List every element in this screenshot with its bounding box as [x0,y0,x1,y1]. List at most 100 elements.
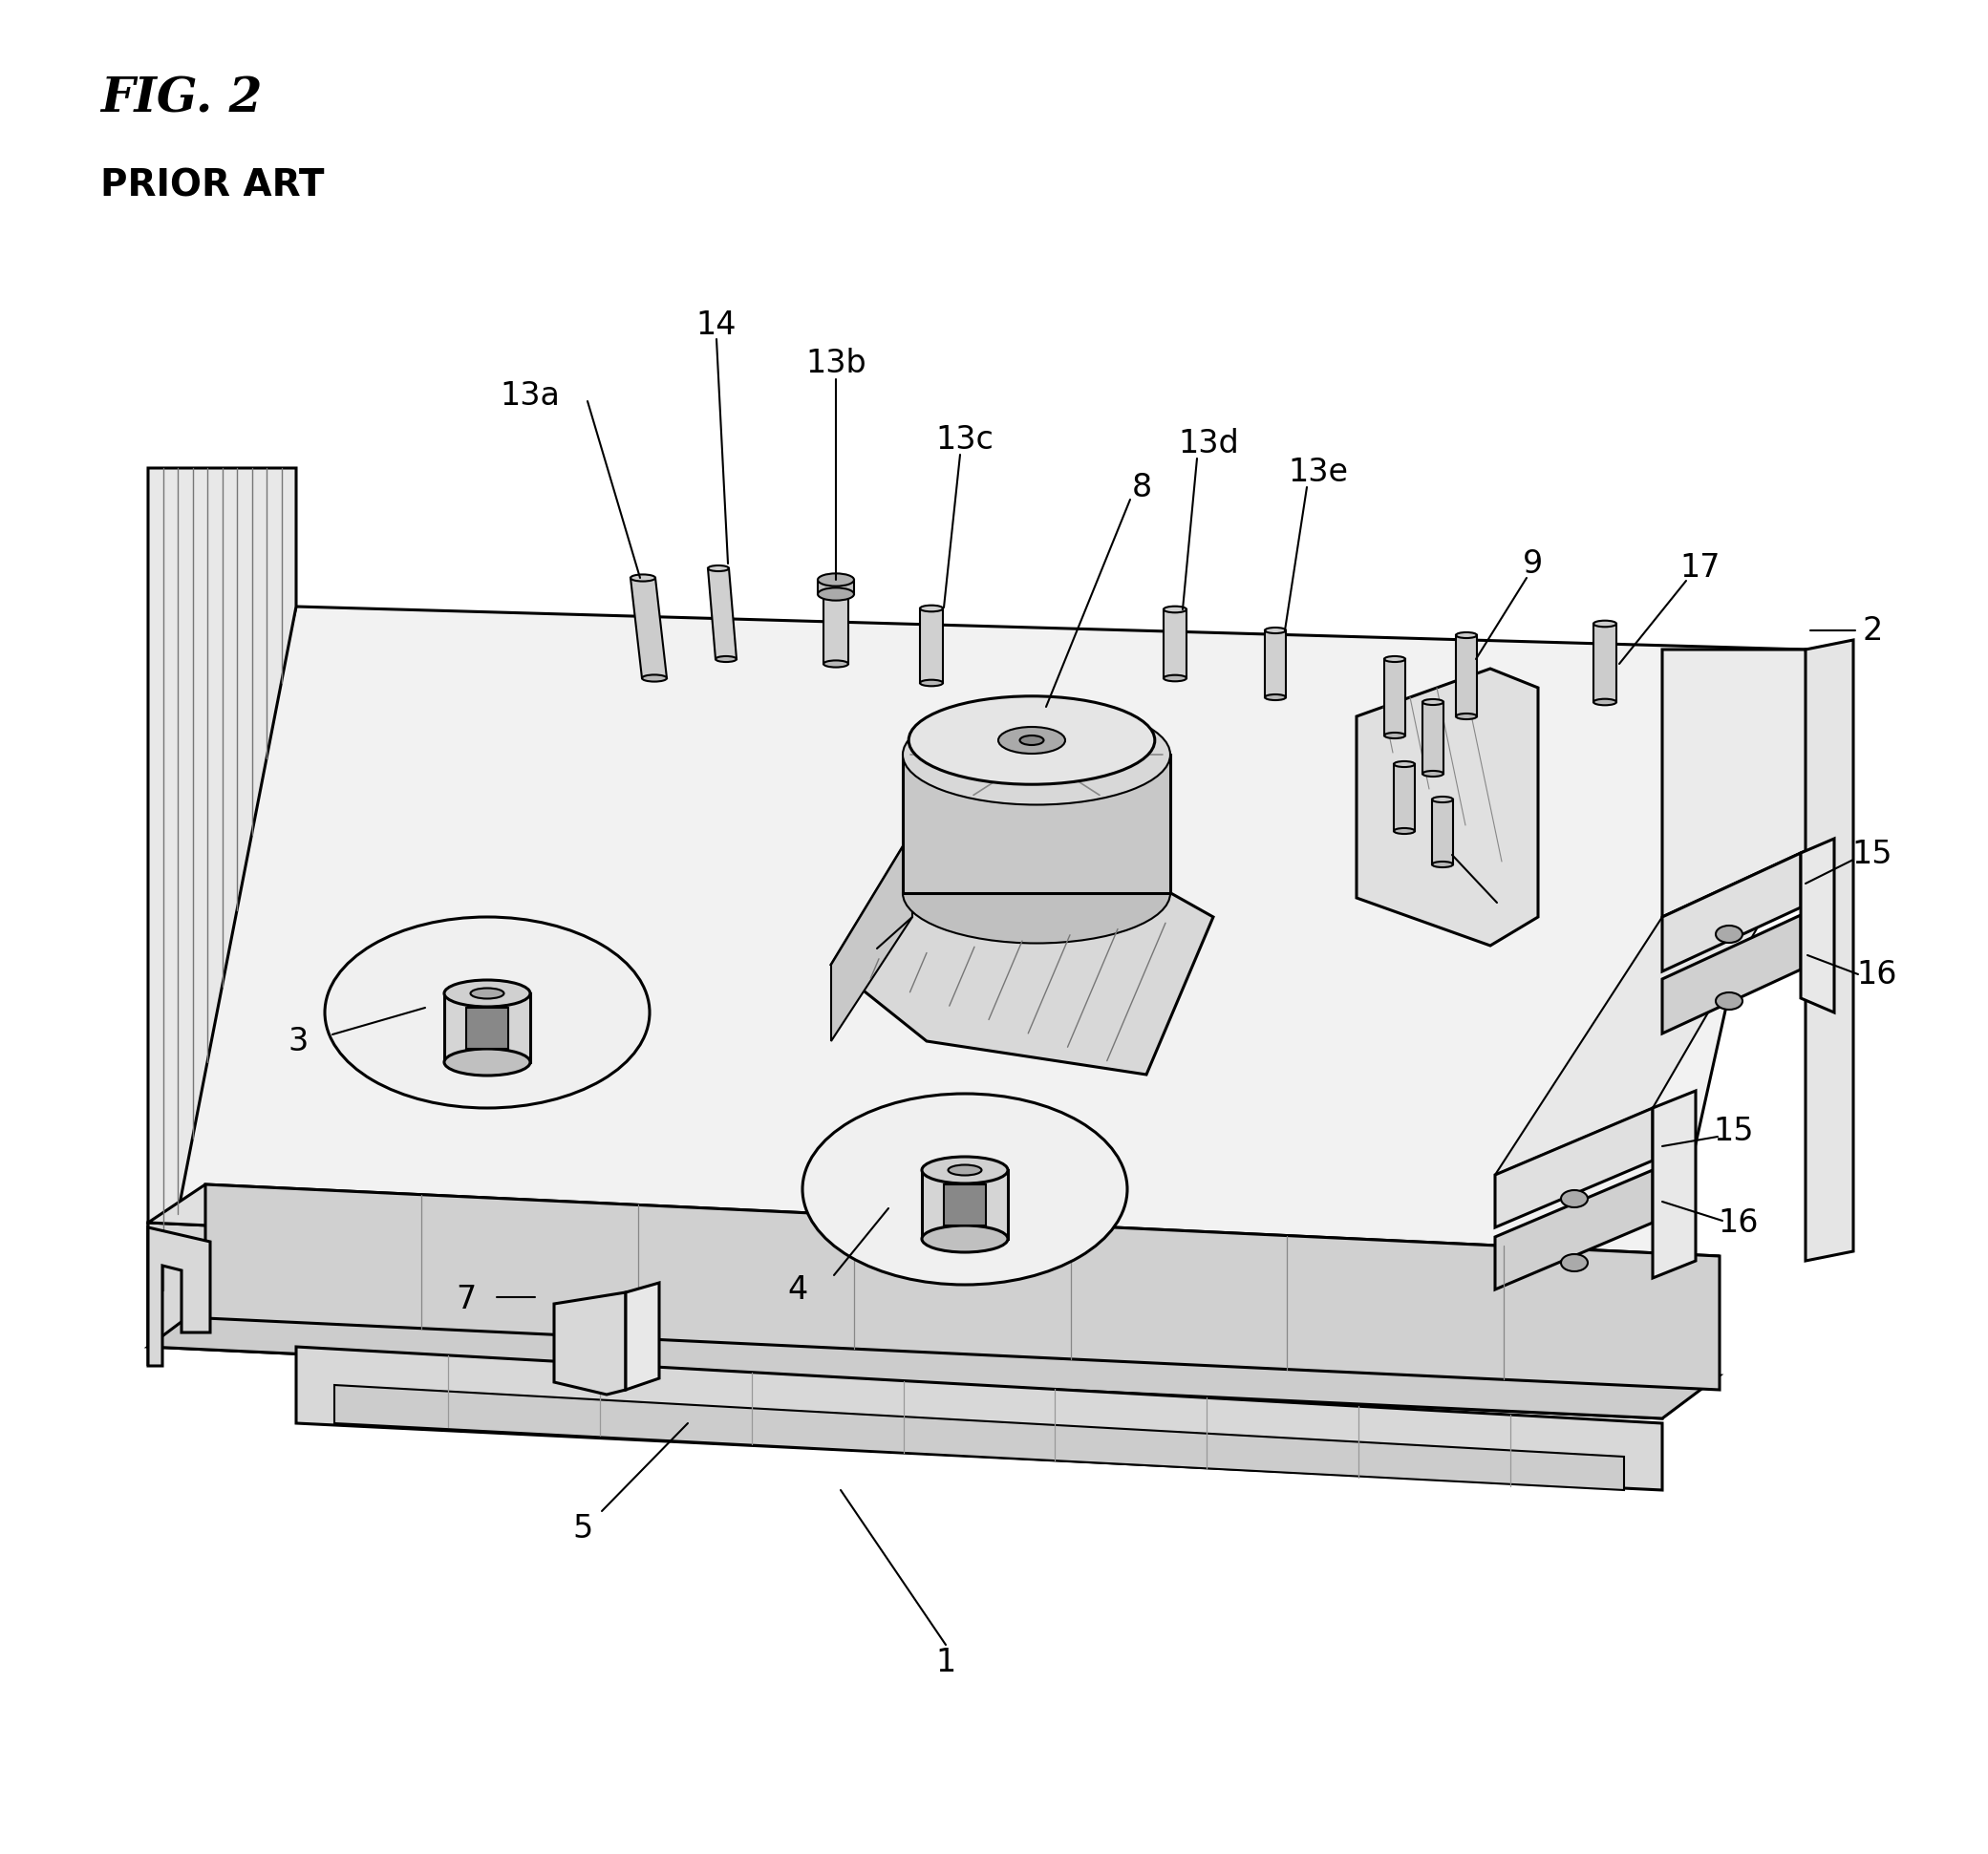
Ellipse shape [823,577,849,584]
Text: 9b: 9b [1493,883,1535,914]
Polygon shape [1163,610,1187,679]
Polygon shape [1495,853,1801,1175]
Ellipse shape [1561,1253,1588,1272]
Text: 13a: 13a [501,380,561,412]
Ellipse shape [716,656,736,662]
Text: 4: 4 [787,1274,807,1305]
Ellipse shape [903,705,1171,805]
Ellipse shape [1561,1190,1588,1207]
Text: 8: 8 [1131,471,1151,502]
Polygon shape [708,569,736,658]
Polygon shape [823,580,849,664]
Text: 16: 16 [1718,1207,1759,1238]
Polygon shape [922,1170,1008,1238]
Polygon shape [147,1185,1720,1294]
Ellipse shape [1431,797,1453,803]
Text: PRIOR ART: PRIOR ART [99,167,324,204]
Ellipse shape [1384,732,1406,738]
Polygon shape [1594,623,1616,703]
Ellipse shape [1716,992,1743,1010]
Polygon shape [626,1283,660,1390]
Polygon shape [944,1185,986,1225]
Polygon shape [1394,764,1415,831]
Polygon shape [1652,1090,1696,1277]
Text: FIG. 2: FIG. 2 [99,76,262,122]
Ellipse shape [630,575,656,582]
Ellipse shape [1163,675,1187,680]
Text: 17: 17 [1680,552,1722,584]
Polygon shape [1662,853,1801,971]
Polygon shape [296,1346,1662,1491]
Ellipse shape [920,604,942,612]
Polygon shape [334,1385,1624,1491]
Text: 15: 15 [1853,840,1893,871]
Text: 15: 15 [1714,1116,1753,1148]
Ellipse shape [920,680,942,686]
Polygon shape [1431,799,1453,864]
Ellipse shape [471,988,503,999]
Polygon shape [147,1227,211,1366]
Ellipse shape [1431,862,1453,868]
Ellipse shape [708,565,730,571]
Ellipse shape [817,588,855,601]
Ellipse shape [1594,621,1616,627]
Ellipse shape [1455,632,1477,638]
Text: 6: 6 [849,940,871,971]
Ellipse shape [1423,699,1443,705]
Ellipse shape [1163,606,1187,612]
Polygon shape [467,1009,509,1049]
Ellipse shape [1455,714,1477,719]
Ellipse shape [823,660,849,667]
Ellipse shape [443,1049,531,1075]
Polygon shape [1264,630,1286,697]
Polygon shape [1495,1109,1652,1227]
Text: 1: 1 [936,1646,956,1678]
Ellipse shape [1394,829,1415,834]
Text: 13b: 13b [805,347,867,378]
Text: 13d: 13d [1179,428,1239,460]
Ellipse shape [1020,736,1044,745]
Ellipse shape [642,675,666,682]
Ellipse shape [903,844,1171,944]
Text: 13e: 13e [1288,458,1348,489]
Polygon shape [147,467,296,1366]
Text: 16: 16 [1857,959,1897,990]
Polygon shape [147,1303,1720,1418]
Text: 2: 2 [1863,616,1883,647]
Polygon shape [630,578,666,679]
Polygon shape [1423,703,1443,773]
Polygon shape [1356,669,1539,946]
Ellipse shape [1594,699,1616,705]
Polygon shape [1662,649,1835,918]
Polygon shape [1801,838,1835,1012]
Ellipse shape [1716,925,1743,944]
Polygon shape [831,831,912,1042]
Ellipse shape [922,1225,1008,1251]
Polygon shape [1384,658,1406,736]
Polygon shape [443,994,531,1062]
Ellipse shape [1024,749,1048,760]
Ellipse shape [803,1094,1127,1285]
Ellipse shape [1423,771,1443,777]
Polygon shape [903,755,1171,894]
Ellipse shape [948,1164,982,1175]
Polygon shape [831,801,1213,1075]
Polygon shape [555,1292,626,1394]
Text: 3: 3 [288,1025,308,1057]
Text: 9: 9 [1523,547,1543,578]
Polygon shape [147,606,1805,1294]
Text: 7: 7 [455,1283,477,1314]
Ellipse shape [909,695,1155,784]
Polygon shape [205,1185,1720,1390]
Ellipse shape [1264,627,1286,634]
Ellipse shape [998,727,1066,753]
Ellipse shape [324,918,650,1109]
Polygon shape [1495,1170,1652,1290]
Ellipse shape [817,573,855,586]
Polygon shape [1662,916,1801,1033]
Text: 13c: 13c [936,423,994,454]
Polygon shape [1805,640,1853,1261]
Ellipse shape [1264,695,1286,701]
Text: 5: 5 [573,1513,592,1544]
Polygon shape [817,580,855,593]
